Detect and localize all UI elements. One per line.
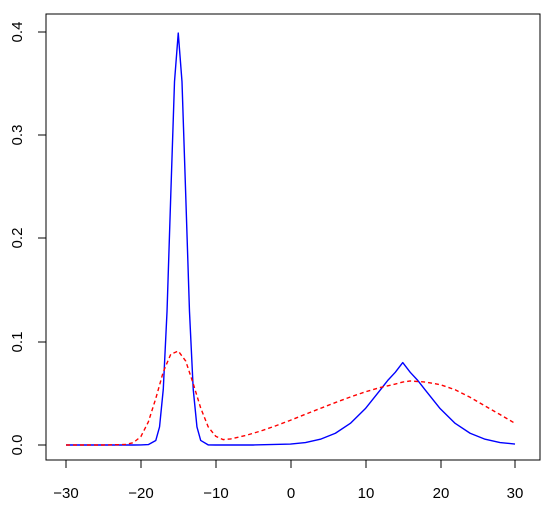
x-tick-label: −20 [128, 485, 153, 502]
series-line-blue [66, 32, 516, 446]
y-tick-label: 0.3 [9, 125, 26, 146]
series-layer [66, 32, 516, 446]
series-line-red [66, 350, 516, 446]
x-tick-label: 0 [287, 485, 295, 502]
x-tick-label: 30 [507, 485, 524, 502]
y-tick-label: 0.1 [9, 332, 26, 353]
x-tick-label: −10 [203, 485, 228, 502]
y-tick-label: 0.4 [9, 22, 26, 43]
plot-box [45, 13, 541, 461]
x-tick-label: 10 [358, 485, 375, 502]
y-tick-label: 0.2 [9, 228, 26, 249]
x-tick-label: −30 [53, 485, 78, 502]
x-tick-label: 20 [433, 485, 450, 502]
y-tick-label: 0.0 [9, 435, 26, 456]
